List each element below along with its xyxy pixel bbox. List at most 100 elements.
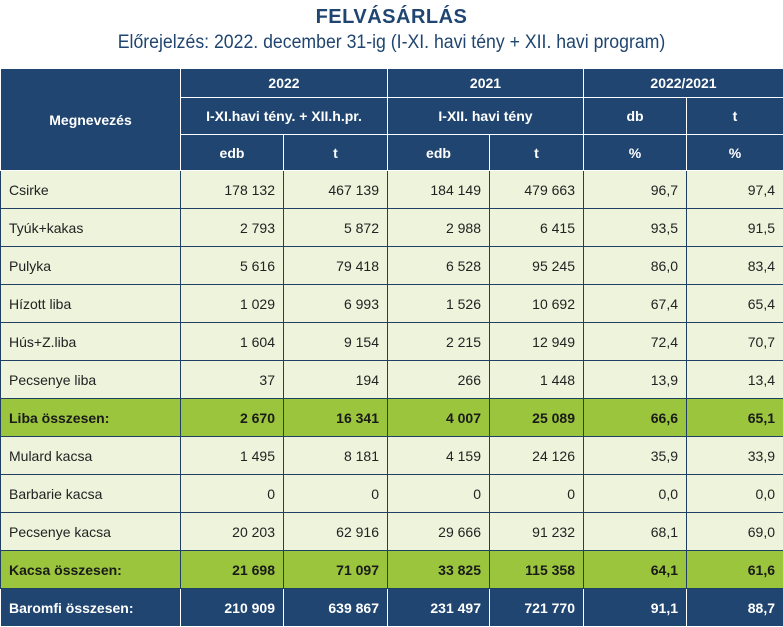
header-ratio: 2022/2021	[584, 69, 783, 98]
header-2021-sub: I-XII. havi tény	[388, 98, 584, 135]
row-label: Mulard kacsa	[1, 437, 181, 475]
table-cell: 479 663	[490, 171, 584, 209]
table-cell: 95 245	[490, 247, 584, 285]
table-cell: 72,4	[584, 323, 687, 361]
table-cell: 21 698	[181, 551, 284, 589]
table-cell: 33,9	[687, 437, 783, 475]
table-cell: 79 418	[284, 247, 388, 285]
row-label: Barbarie kacsa	[1, 475, 181, 513]
table-cell: 12 949	[490, 323, 584, 361]
table-cell: 9 154	[284, 323, 388, 361]
table-cell: 93,5	[584, 209, 687, 247]
table-cell: 66,6	[584, 399, 687, 437]
table-cell: 91 232	[490, 513, 584, 551]
table-cell: 97,4	[687, 171, 783, 209]
table-cell: 62 916	[284, 513, 388, 551]
table-cell: 1 448	[490, 361, 584, 399]
table-cell: 1 604	[181, 323, 284, 361]
table-cell: 1 526	[388, 285, 490, 323]
table-cell: 37	[181, 361, 284, 399]
row-label: Hús+Z.liba	[1, 323, 181, 361]
row-label: Csirke	[1, 171, 181, 209]
header-unit: edb	[388, 135, 490, 171]
table-cell: 65,4	[687, 285, 783, 323]
table-cell: 2 215	[388, 323, 490, 361]
table-cell: 13,4	[687, 361, 783, 399]
table-cell: 4 159	[388, 437, 490, 475]
row-label: Pecsenye liba	[1, 361, 181, 399]
header-2021: 2021	[388, 69, 584, 98]
table-cell: 20 203	[181, 513, 284, 551]
page-subtitle: Előrejelzés: 2022. december 31-ig (I-XI.…	[27, 32, 755, 54]
header-unit: %	[687, 135, 783, 171]
table-cell: 2 988	[388, 209, 490, 247]
table-cell: 0	[181, 475, 284, 513]
header-unit: %	[584, 135, 687, 171]
header-unit: edb	[181, 135, 284, 171]
table-cell: 70,7	[687, 323, 783, 361]
table-cell: 10 692	[490, 285, 584, 323]
page-title: FELVÁSÁRLÁS	[0, 6, 783, 29]
table-cell: 69,0	[687, 513, 783, 551]
header-ratio-t: t	[687, 98, 783, 135]
row-label: Baromfi összesen:	[1, 589, 181, 627]
table-cell: 0	[388, 475, 490, 513]
table-cell: 8 181	[284, 437, 388, 475]
table-cell: 33 825	[388, 551, 490, 589]
row-label: Pulyka	[1, 247, 181, 285]
row-label: Pecsenye kacsa	[1, 513, 181, 551]
table-cell: 71 097	[284, 551, 388, 589]
table-cell: 266	[388, 361, 490, 399]
table-cell: 65,1	[687, 399, 783, 437]
header-ratio-db: db	[584, 98, 687, 135]
table-cell: 64,1	[584, 551, 687, 589]
table-cell: 2 670	[181, 399, 284, 437]
table-cell: 231 497	[388, 589, 490, 627]
table-cell: 115 358	[490, 551, 584, 589]
table-cell: 5 616	[181, 247, 284, 285]
table-cell: 91,1	[584, 589, 687, 627]
table-cell: 0,0	[687, 475, 783, 513]
table-cell: 91,5	[687, 209, 783, 247]
table-cell: 83,4	[687, 247, 783, 285]
table-cell: 639 867	[284, 589, 388, 627]
purchase-table: Megnevezés 2022 2021 2022/2021 I-XI.havi…	[0, 68, 783, 627]
header-unit: t	[284, 135, 388, 171]
table-cell: 1 029	[181, 285, 284, 323]
table-cell: 0	[284, 475, 388, 513]
table-cell: 35,9	[584, 437, 687, 475]
table-cell: 88,7	[687, 589, 783, 627]
table-cell: 68,1	[584, 513, 687, 551]
table-cell: 5 872	[284, 209, 388, 247]
table-cell: 29 666	[388, 513, 490, 551]
table-cell: 61,6	[687, 551, 783, 589]
table-cell: 67,4	[584, 285, 687, 323]
row-label: Tyúk+kakas	[1, 209, 181, 247]
row-label: Liba összesen:	[1, 399, 181, 437]
table-cell: 24 126	[490, 437, 584, 475]
table-cell: 721 770	[490, 589, 584, 627]
table-cell: 4 007	[388, 399, 490, 437]
header-name: Megnevezés	[1, 69, 181, 171]
table-cell: 2 793	[181, 209, 284, 247]
table-cell: 467 139	[284, 171, 388, 209]
table-cell: 178 132	[181, 171, 284, 209]
header-2022-sub: I-XI.havi tény. + XII.h.pr.	[181, 98, 388, 135]
table-cell: 6 415	[490, 209, 584, 247]
table-cell: 86,0	[584, 247, 687, 285]
table-cell: 1 495	[181, 437, 284, 475]
row-label: Kacsa összesen:	[1, 551, 181, 589]
table-cell: 6 993	[284, 285, 388, 323]
